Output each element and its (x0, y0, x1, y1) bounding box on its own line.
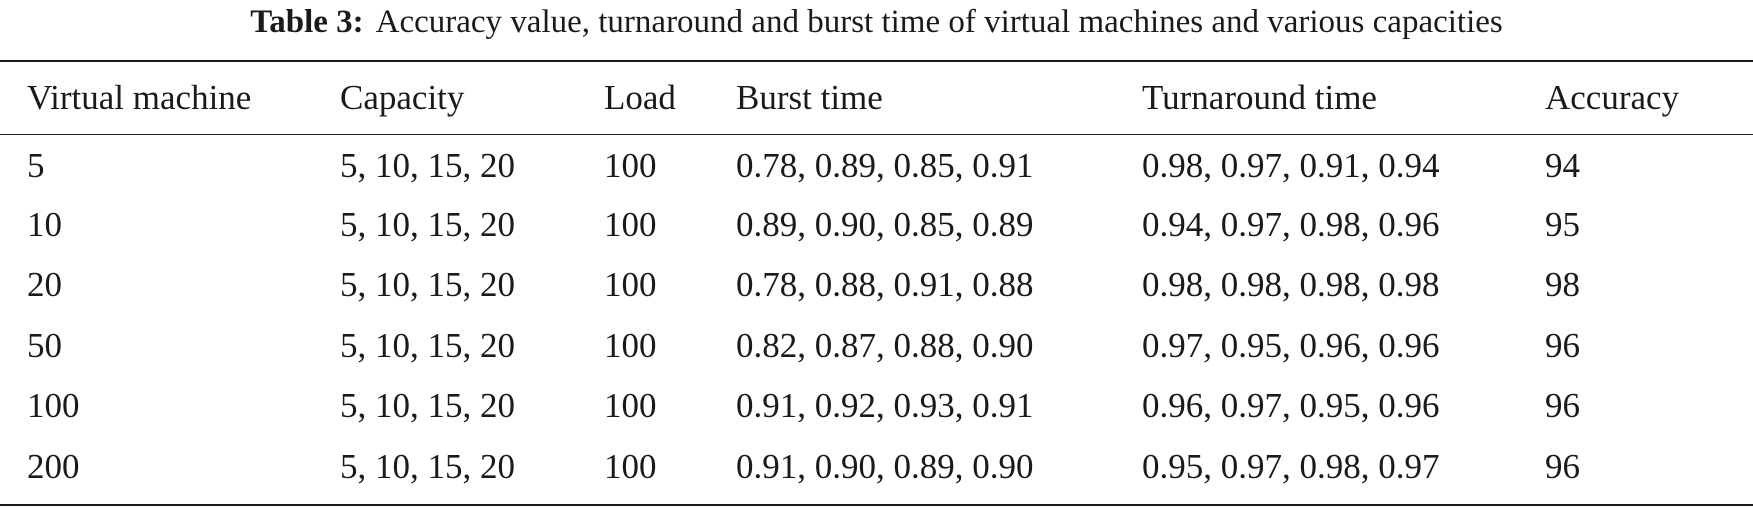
cell-capacity: 5, 10, 15, 20 (340, 325, 515, 365)
cell-capacity: 5, 10, 15, 20 (340, 386, 515, 426)
results-table: Virtual machine Capacity Load Burst time… (0, 62, 1753, 497)
cell-accuracy: 94 (1545, 146, 1580, 186)
cell-turnaround-time: 0.94, 0.97, 0.98, 0.96 (1142, 204, 1440, 244)
cell-turnaround-time: 0.97, 0.95, 0.96, 0.96 (1142, 325, 1440, 365)
cell-burst-time: 0.91, 0.92, 0.93, 0.91 (736, 386, 1034, 426)
column-header-burst-time: Burst time (736, 78, 883, 117)
cell-turnaround-time: 0.95, 0.97, 0.98, 0.97 (1142, 446, 1440, 486)
cell-virtual-machine: 50 (27, 325, 62, 365)
cell-burst-time: 0.91, 0.90, 0.89, 0.90 (736, 446, 1034, 486)
cell-load: 100 (604, 204, 657, 244)
table-bottom-rule (0, 504, 1753, 506)
cell-turnaround-time: 0.98, 0.97, 0.91, 0.94 (1142, 146, 1440, 186)
cell-accuracy: 96 (1545, 446, 1580, 486)
table-caption: Table 3: Accuracy value, turnaround and b… (0, 2, 1753, 42)
cell-capacity: 5, 10, 15, 20 (340, 146, 515, 186)
column-header-capacity: Capacity (340, 78, 465, 117)
cell-load: 100 (604, 265, 657, 305)
cell-accuracy: 96 (1545, 325, 1580, 365)
table-row: 5 5, 10, 15, 20 100 0.78, 0.89, 0.85, 0.… (0, 134, 1753, 195)
cell-accuracy: 96 (1545, 386, 1580, 426)
table-row: 100 5, 10, 15, 20 100 0.91, 0.92, 0.93, … (0, 376, 1753, 437)
cell-load: 100 (604, 386, 657, 426)
column-header-virtual-machine: Virtual machine (27, 78, 252, 117)
table-row: 200 5, 10, 15, 20 100 0.91, 0.90, 0.89, … (0, 437, 1753, 498)
cell-capacity: 5, 10, 15, 20 (340, 204, 515, 244)
table-row: 20 5, 10, 15, 20 100 0.78, 0.88, 0.91, 0… (0, 255, 1753, 316)
cell-virtual-machine: 10 (27, 204, 62, 244)
cell-virtual-machine: 100 (27, 386, 80, 426)
cell-load: 100 (604, 146, 657, 186)
column-header-turnaround-time: Turnaround time (1142, 78, 1377, 117)
table-header: Virtual machine Capacity Load Burst time… (0, 62, 1753, 134)
cell-burst-time: 0.82, 0.87, 0.88, 0.90 (736, 325, 1034, 365)
table-caption-text: Accuracy value, turnaround and burst tim… (375, 4, 1503, 40)
table-top-rule (0, 60, 1753, 62)
cell-load: 100 (604, 446, 657, 486)
cell-burst-time: 0.78, 0.89, 0.85, 0.91 (736, 146, 1034, 186)
cell-virtual-machine: 20 (27, 265, 62, 305)
table-row: 50 5, 10, 15, 20 100 0.82, 0.87, 0.88, 0… (0, 316, 1753, 377)
cell-turnaround-time: 0.98, 0.98, 0.98, 0.98 (1142, 265, 1440, 305)
table-body: 5 5, 10, 15, 20 100 0.78, 0.89, 0.85, 0.… (0, 134, 1753, 497)
cell-accuracy: 95 (1545, 204, 1580, 244)
cell-turnaround-time: 0.96, 0.97, 0.95, 0.96 (1142, 386, 1440, 426)
cell-load: 100 (604, 325, 657, 365)
header-row: Virtual machine Capacity Load Burst time… (0, 62, 1753, 134)
table-caption-label: Table 3: (250, 4, 364, 40)
cell-burst-time: 0.89, 0.90, 0.85, 0.89 (736, 204, 1034, 244)
cell-capacity: 5, 10, 15, 20 (340, 446, 515, 486)
table-header-rule (0, 134, 1753, 135)
column-header-accuracy: Accuracy (1545, 78, 1680, 117)
cell-virtual-machine: 5 (27, 146, 45, 186)
cell-accuracy: 98 (1545, 265, 1580, 305)
column-header-load: Load (604, 78, 676, 117)
cell-capacity: 5, 10, 15, 20 (340, 265, 515, 305)
table-row: 10 5, 10, 15, 20 100 0.89, 0.90, 0.85, 0… (0, 195, 1753, 256)
cell-burst-time: 0.78, 0.88, 0.91, 0.88 (736, 265, 1034, 305)
cell-virtual-machine: 200 (27, 446, 80, 486)
